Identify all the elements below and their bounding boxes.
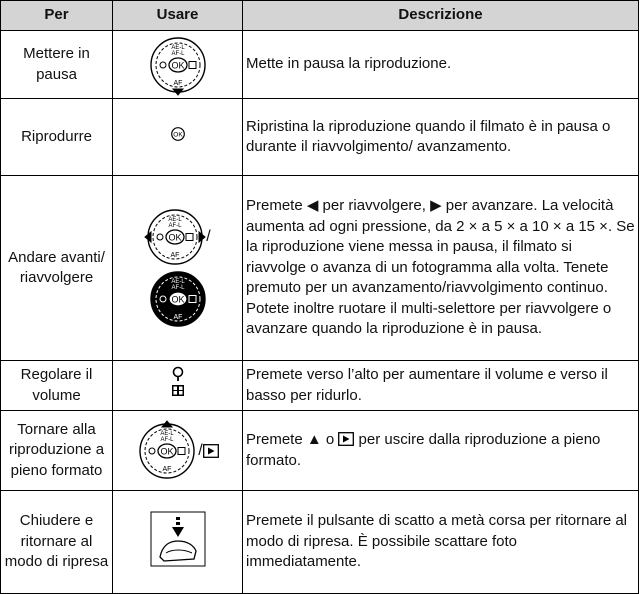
timer-symbol [159,295,166,303]
icon-label: AF [163,466,172,473]
ok-button [167,56,188,73]
timer-symbol [156,233,164,241]
multi-selector: OK AE-L AF-L AF [144,209,207,265]
playback-button [202,443,219,458]
inner-ring [155,276,200,322]
arrow [172,327,184,330]
arrow [161,419,174,427]
multi-selector: OK AE-L AF-L AF [149,36,206,96]
icon-label: OK [169,233,182,243]
icon-label: AF-L [169,223,183,229]
row: Chiudere e ritornare al modo di ripresa … [0,490,639,594]
exposure-symbol [188,60,196,69]
icon-label: AF [171,252,180,259]
icon: OK AE-L AF-L AF [147,36,209,96]
arrow [161,479,173,482]
description-cell: Premete ▲ o per uscire dalla riproduzion… [242,410,639,491]
exposure-symbol [185,233,194,241]
use-cell: OK AE-L AF-L AF / OK AE-L AF-L AF [112,175,243,361]
description-cell: Premete ◀ per riavvolgere, ▶ per avanzar… [242,175,639,361]
use-cell: OK AE-L AF-L AF [112,30,243,99]
use-cell [112,490,243,594]
per-cell: Chiudere e ritornare al modo di ripresa [0,490,113,594]
icon-label: AE-L [171,279,185,285]
icon-label: OK [173,131,183,138]
shutter-icon [150,511,205,567]
playback-button [338,432,355,446]
use-cell: OK AE-L AF-L AF / [112,410,243,491]
row: Riprodurre OK Ripristina la riproduzione… [0,98,639,176]
icon-label: AE-L [171,45,185,51]
description-cell: Premete il pulsante di scatto a metà cor… [242,490,639,594]
ok-button [157,442,177,459]
icon-label: AF-L [161,437,175,443]
timer-symbol [148,447,156,454]
use-cell [112,360,243,411]
per-cell: Riprodurre [0,98,113,176]
header-cell: Usare [112,0,243,31]
icon-label: OK [161,446,174,456]
inner-ring [152,214,198,260]
exposure-symbol [188,295,196,303]
inner-ring [144,428,190,473]
per-cell: Andare avanti/ riavvolgere [0,175,113,361]
ok-button: OK [170,126,185,141]
header-row: Per Usare Descrizione [0,0,639,31]
per-cell: Tornare alla riproduzione a pieno format… [0,410,113,491]
zoom-icons [171,366,184,397]
header-cell: Per [0,0,113,31]
arrow [171,88,184,96]
icon-label: AF-L [171,285,185,291]
icon-label: AF [173,80,182,87]
icon-label: AE-L [169,217,183,223]
per-cell: Regolare il volume [0,360,113,411]
exposure-symbol [177,446,186,455]
description-text: Premete ▲ o [246,431,339,448]
ok-button [167,291,188,307]
description-cell: Mette in pausa la riproduzione. [242,30,639,99]
icon: OK AE-L AF-L AF [136,419,198,479]
icon-label: AF [173,314,182,321]
row: Regolare il volume Premete verso l’alto … [0,360,639,411]
icon-label: OK [171,60,184,70]
icon: OK AE-L AF-L AF [144,209,207,265]
arrow [198,230,207,244]
header-cell: Descrizione [242,0,639,31]
separator: / [198,441,203,459]
timer-symbol [159,61,166,68]
multi-selector: OK AE-L AF-L AF [149,271,206,330]
use-cell: OK [112,98,243,176]
description-cell: Premete verso l’alto per aumentare il vo… [242,360,639,411]
description-text: per uscire dalla riproduzione a pieno fo… [246,431,601,469]
icon: OK [170,126,186,145]
icon-label: OK [171,295,184,305]
description-cell: Ripristina la riproduzione quando il fil… [242,98,639,176]
row: Andare avanti/ riavvolgere OK AE-L AF-L … [0,175,639,361]
multi-selector: OK AE-L AF-L AF [139,419,195,482]
row: Mettere in pausa OK AE-L AF-L AF Mette i… [0,30,639,99]
ok-button [165,229,185,245]
icon: OK AE-L AF-L AF [147,271,209,327]
separator: / [206,227,211,245]
row: Tornare alla riproduzione a pieno format… [0,410,639,491]
arrow [144,230,152,244]
inner-ring [155,42,200,87]
ok-ring [170,126,185,141]
icon-label: AE-L [161,431,175,437]
icon-label: AF-L [171,51,185,57]
per-cell: Mettere in pausa [0,30,113,99]
